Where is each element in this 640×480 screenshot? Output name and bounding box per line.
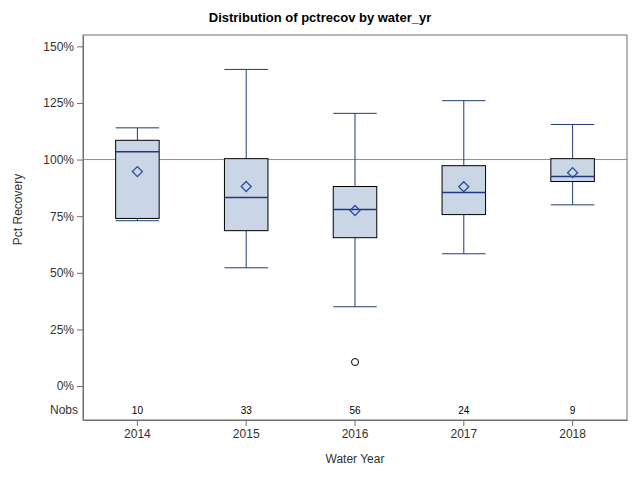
y-tick-mark	[77, 103, 83, 104]
whisker-low	[572, 182, 573, 205]
y-tick: 125%	[43, 96, 83, 110]
x-tick: 2015	[233, 420, 260, 441]
chart: Distribution of pctrecov by water_yr Pct …	[0, 0, 640, 480]
x-tick-label: 2016	[342, 427, 369, 441]
x-tick-mark	[355, 420, 356, 426]
whisker-high	[355, 113, 356, 186]
x-tick: 2018	[559, 420, 586, 441]
nobs-value: 10	[132, 405, 144, 416]
y-tick-mark	[77, 329, 83, 330]
y-tick-mark	[77, 46, 83, 47]
y-tick: 100%	[43, 153, 83, 167]
y-axis-title: Pct Recovery	[11, 174, 25, 245]
y-tick-mark	[77, 273, 83, 274]
mean-marker	[132, 167, 142, 177]
x-tick: 2016	[342, 420, 369, 441]
x-tick-label: 2014	[124, 427, 151, 441]
x-tick-mark	[246, 420, 247, 426]
box-group	[116, 128, 160, 221]
box	[551, 159, 595, 182]
y-tick-label: 125%	[43, 96, 74, 110]
nobs-value: 24	[458, 405, 470, 416]
nobs-value: 9	[570, 405, 576, 416]
y-tick-label: 0%	[57, 379, 75, 393]
x-tick-mark	[137, 420, 138, 426]
y-tick-label: 150%	[43, 40, 74, 54]
whisker-low	[463, 215, 464, 254]
whisker-cap-high	[551, 124, 595, 125]
whisker-cap-low	[116, 220, 160, 221]
x-tick-label: 2018	[559, 427, 586, 441]
y-tick: 0%	[57, 379, 83, 393]
nobs-value: 33	[241, 405, 253, 416]
whisker-cap-low	[333, 306, 377, 307]
outlier	[352, 359, 359, 366]
box-group	[224, 69, 268, 267]
y-tick: 25%	[50, 323, 83, 337]
mean-marker	[568, 168, 578, 178]
x-tick: 2014	[124, 420, 151, 441]
x-tick-mark	[463, 420, 464, 426]
x-tick-label: 2017	[450, 427, 477, 441]
whisker-low	[355, 238, 356, 307]
title: Distribution of pctrecov by water_yr	[209, 10, 432, 25]
y-tick-label: 100%	[43, 153, 74, 167]
whisker-cap-high	[333, 113, 377, 114]
y-tick-label: 75%	[50, 210, 74, 224]
x-axis-title: Water Year	[326, 452, 385, 466]
box-group	[551, 124, 595, 204]
y-tick-label: 25%	[50, 323, 74, 337]
mean-marker	[459, 182, 469, 192]
x-tick-mark	[572, 420, 573, 426]
whisker-cap-high	[224, 69, 268, 70]
box	[224, 159, 268, 231]
whisker-cap-high	[442, 100, 486, 101]
whisker-high	[137, 128, 138, 140]
mean-marker	[350, 206, 360, 216]
plot-marks	[83, 69, 627, 365]
median	[224, 197, 268, 199]
y-axis-line	[83, 36, 84, 421]
median	[333, 209, 377, 211]
median	[116, 151, 160, 153]
box	[442, 166, 486, 215]
y-tick: 150%	[43, 40, 83, 54]
x-axis: 2014 2015 2016 2017 2018	[84, 420, 628, 441]
plot-frame	[83, 35, 627, 420]
x-tick: 2017	[450, 420, 477, 441]
y-tick: 50%	[50, 266, 83, 280]
box	[333, 187, 377, 238]
y-tick-mark	[77, 216, 83, 217]
box-group	[333, 113, 377, 365]
box	[116, 140, 160, 218]
y-tick-mark	[77, 386, 83, 387]
whisker-low	[246, 231, 247, 268]
y-tick: 75%	[50, 210, 83, 224]
whisker-high	[572, 124, 573, 158]
nobs-label: Nobs	[50, 403, 78, 417]
whisker-cap-low	[224, 267, 268, 268]
x-tick-label: 2015	[233, 427, 260, 441]
whisker-high	[463, 101, 464, 166]
mean-marker	[241, 182, 251, 192]
y-tick-label: 50%	[50, 266, 74, 280]
box-group	[442, 101, 486, 254]
whisker-cap-low	[442, 253, 486, 254]
y-axis: 0% 25% 50% 75% 100% 125% 150%	[43, 36, 83, 421]
whisker-cap-high	[116, 127, 160, 128]
nobs-value: 56	[349, 405, 361, 416]
whisker-high	[246, 69, 247, 158]
whisker-cap-low	[551, 204, 595, 205]
y-tick-mark	[77, 160, 83, 161]
